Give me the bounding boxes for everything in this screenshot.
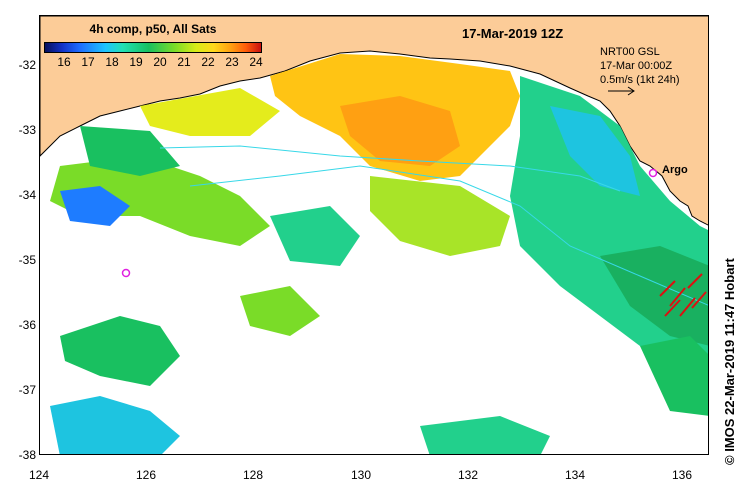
colorbar-tick: 24 [249, 55, 263, 69]
scale-arrow-icon [608, 86, 635, 96]
info-box: NRT00 GSL 17-Mar 00:00Z 0.5m/s (1kt 24h) [600, 45, 679, 87]
colorbar-tick: 16 [57, 55, 71, 69]
vector-arrows [659, 273, 707, 317]
x-label: 126 [135, 468, 157, 482]
colorbar-tick: 17 [81, 55, 95, 69]
colorbar-tick: 21 [177, 55, 191, 69]
argo-markers [121, 168, 658, 278]
colorbar-legend: 4h comp, p50, All Sats 16 17 18 19 20 21… [44, 22, 263, 70]
colorbar-tick: 18 [105, 55, 119, 69]
y-label: -33 [18, 123, 36, 137]
y-label: -36 [18, 318, 36, 332]
colorbar-gradient [44, 42, 262, 53]
y-label: -38 [18, 448, 36, 462]
info-line: 0.5m/s (1kt 24h) [600, 74, 680, 86]
colorbar-title: 4h comp, p50, All Sats [89, 22, 217, 36]
sst-map-canvas [40, 16, 708, 454]
x-label: 134 [564, 468, 586, 482]
x-label: 130 [350, 468, 372, 482]
x-label: 136 [671, 468, 693, 482]
y-label: -35 [18, 253, 36, 267]
colorbar-tick: 23 [225, 55, 239, 69]
map-date-title: 17-Mar-2019 12Z [462, 26, 564, 41]
x-label: 124 [28, 468, 50, 482]
y-label: -37 [18, 383, 36, 397]
colorbar-tick: 22 [201, 55, 215, 69]
land-mass [40, 16, 708, 226]
colorbar-tick: 19 [129, 55, 143, 69]
x-label: 128 [242, 468, 264, 482]
argo-label: Argo [662, 164, 688, 176]
x-label: 132 [457, 468, 479, 482]
y-label: -34 [18, 188, 36, 202]
y-label: -32 [18, 58, 36, 72]
colorbar-tick: 20 [153, 55, 167, 69]
copyright-label: © IMOS 22-Mar-2019 11:47 Hobart [722, 258, 737, 465]
info-line: NRT00 GSL [600, 46, 660, 58]
map-area[interactable] [39, 15, 709, 455]
info-line: 17-Mar 00:00Z [600, 60, 673, 72]
current-lines [159, 145, 708, 306]
sst-patches [50, 54, 708, 454]
